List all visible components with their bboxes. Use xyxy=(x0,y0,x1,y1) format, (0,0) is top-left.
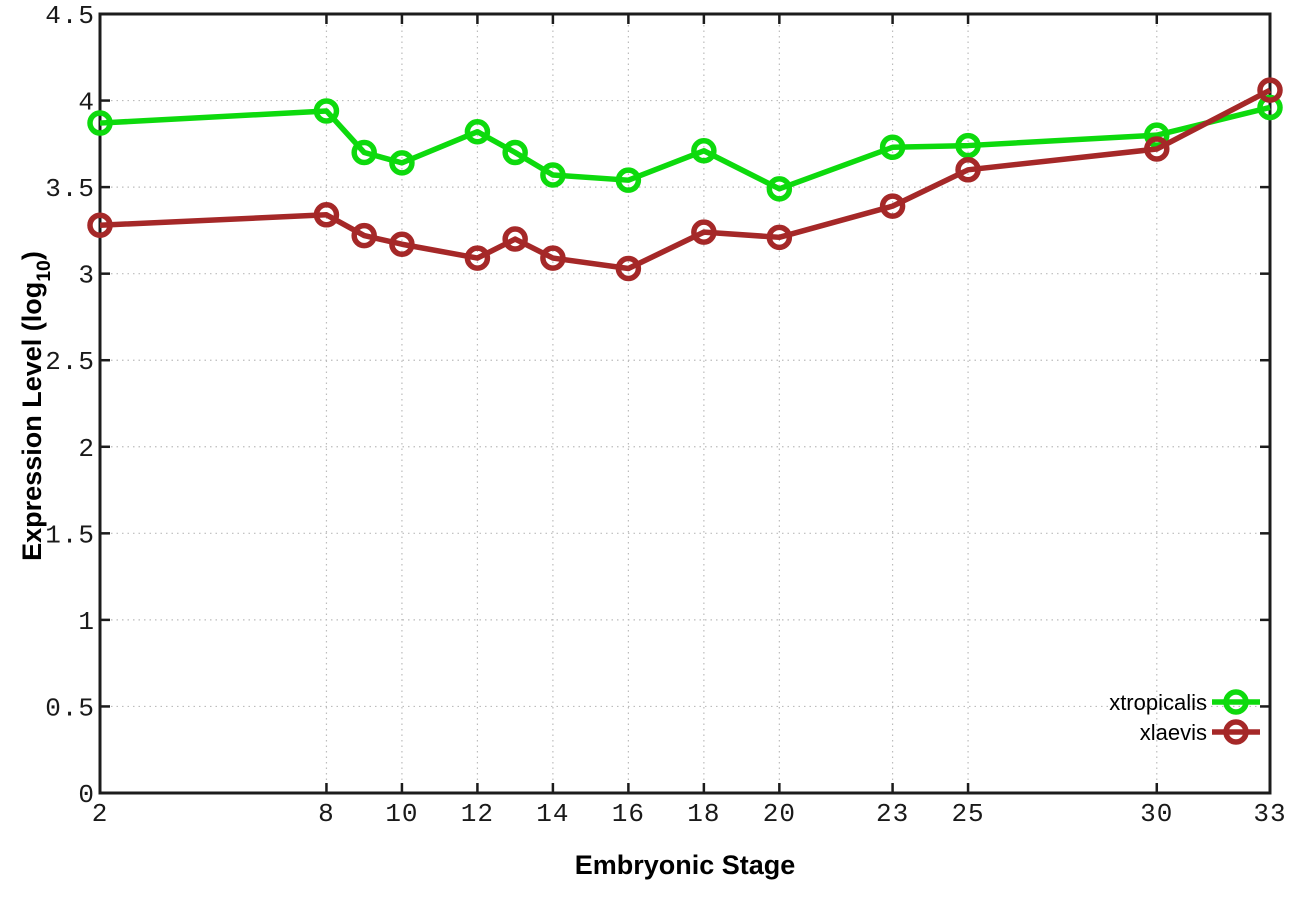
data-point-xlaevis xyxy=(540,245,566,271)
data-point-xtropicalis xyxy=(615,167,642,193)
data-point-xtropicalis xyxy=(766,176,793,202)
data-point-xlaevis xyxy=(351,222,377,249)
y-tick-label: 2 xyxy=(78,434,95,464)
x-tick-label: 10 xyxy=(385,799,418,829)
data-point-xtropicalis xyxy=(87,110,113,136)
data-point-xlaevis xyxy=(766,224,793,251)
legend-sample-marker-xlaevis xyxy=(1223,719,1249,745)
y-tick-label: 2.5 xyxy=(45,347,95,377)
legend-label-xlaevis: xlaevis xyxy=(1140,720,1207,745)
y-axis-label-prefix: Expression Level (log xyxy=(17,281,47,561)
data-point-xtropicalis xyxy=(955,132,981,159)
y-tick-label: 1.5 xyxy=(45,520,95,550)
data-point-xlaevis xyxy=(879,193,906,219)
data-point-xlaevis xyxy=(1257,77,1283,103)
data-point-xlaevis xyxy=(955,157,981,183)
x-tick-label: 8 xyxy=(318,799,335,829)
data-point-xtropicalis xyxy=(1144,122,1170,148)
y-tick-label: 4.5 xyxy=(45,1,95,31)
data-point-xlaevis xyxy=(502,226,528,252)
x-tick-label: 23 xyxy=(876,799,909,829)
y-tick-label: 0 xyxy=(78,780,95,810)
data-point-xtropicalis xyxy=(389,150,415,176)
data-point-xtropicalis xyxy=(879,134,906,161)
data-point-xlaevis xyxy=(389,231,415,257)
y-axis-label-subscript: 10 xyxy=(33,260,56,282)
x-tick-label: 25 xyxy=(951,799,984,829)
legend-label-xtropicalis: xtropicalis xyxy=(1109,690,1207,715)
data-point-xtropicalis xyxy=(502,139,528,166)
y-tick-label: 3.5 xyxy=(45,174,95,204)
data-point-xlaevis xyxy=(313,202,340,228)
y-tick-label: 0.5 xyxy=(45,693,95,723)
x-tick-label: 16 xyxy=(612,799,645,829)
x-tick-label: 30 xyxy=(1140,799,1173,829)
x-tick-label: 33 xyxy=(1253,799,1286,829)
data-point-xlaevis xyxy=(464,245,491,271)
y-tick-label: 3 xyxy=(78,261,95,291)
x-tick-label: 20 xyxy=(763,799,796,829)
data-point-xlaevis xyxy=(1144,136,1170,162)
data-point-xlaevis xyxy=(691,219,717,245)
data-point-xtropicalis xyxy=(351,139,377,166)
series-line-xtropicalis xyxy=(99,104,1271,192)
data-point-xlaevis xyxy=(87,212,113,238)
y-tick-label: 4 xyxy=(78,88,95,118)
data-point-xtropicalis xyxy=(691,138,717,164)
y-axis-label: Expression Level (log10) xyxy=(12,196,56,616)
data-point-xtropicalis xyxy=(313,98,340,124)
x-tick-label: 18 xyxy=(687,799,720,829)
data-point-xlaevis xyxy=(615,255,642,282)
series-line-xlaevis xyxy=(99,87,1272,272)
y-axis-label-suffix: ) xyxy=(17,251,47,261)
x-tick-label: 12 xyxy=(461,799,494,829)
x-axis-label: Embryonic Stage xyxy=(574,850,796,880)
data-point-xtropicalis xyxy=(464,118,491,145)
plot-border xyxy=(98,12,1272,795)
x-tick-label: 2 xyxy=(92,799,109,829)
legend-sample-marker-xtropicalis xyxy=(1223,689,1249,715)
data-point-xtropicalis xyxy=(540,162,566,188)
y-tick-label: 1 xyxy=(78,607,95,637)
x-tick-label: 14 xyxy=(536,799,569,829)
